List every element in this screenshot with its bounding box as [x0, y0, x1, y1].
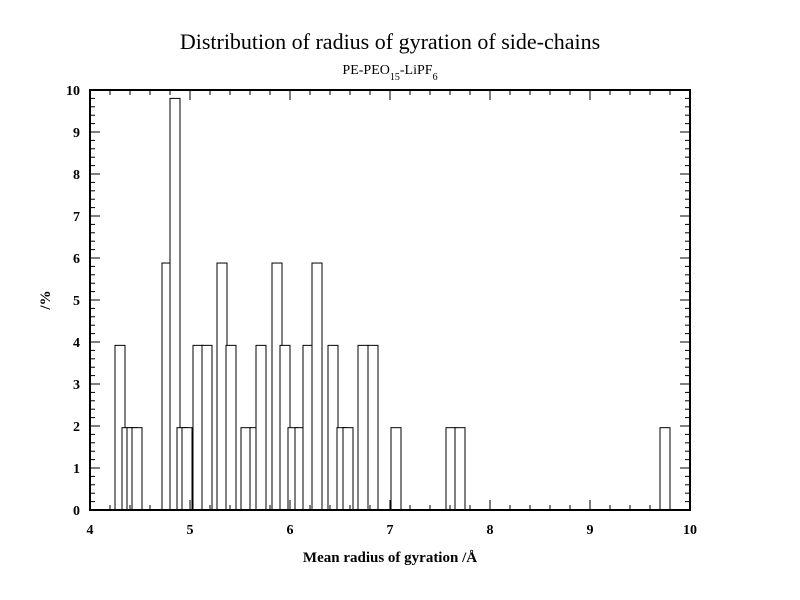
x-tick-label: 5 — [187, 523, 194, 538]
histogram-bar — [181, 427, 193, 511]
histogram-bar — [367, 344, 379, 511]
x-axis-label: Mean radius of gyration /Å — [303, 550, 477, 566]
x-tick-label: 7 — [387, 523, 394, 538]
y-tick-label: 7 — [73, 210, 80, 225]
y-tick-label: 9 — [73, 126, 80, 141]
histogram-bar — [131, 427, 143, 511]
x-tick-label: 6 — [287, 523, 294, 538]
y-tick-label: 6 — [73, 252, 80, 267]
x-tick-label: 9 — [587, 523, 594, 538]
subtitle-part: 6 — [433, 72, 438, 83]
x-tick-label: 10 — [683, 523, 697, 538]
subtitle-part: PE-PEO — [342, 63, 389, 78]
chart-title: Distribution of radius of gyration of si… — [180, 29, 600, 54]
x-tick-label: 4 — [87, 523, 94, 538]
y-tick-label: 4 — [73, 336, 80, 351]
y-tick-label: 3 — [73, 378, 80, 393]
histogram-bar — [201, 344, 213, 511]
histogram-bar — [390, 427, 402, 511]
subtitle-part: -LiPF — [400, 63, 433, 78]
x-tick-label: 8 — [487, 523, 494, 538]
histogram-bar — [225, 344, 237, 511]
histogram-bar — [342, 427, 354, 511]
histogram-bar — [255, 344, 267, 511]
y-tick-label: 10 — [66, 84, 80, 99]
y-tick-label: 2 — [73, 420, 80, 435]
histogram-bar — [659, 427, 671, 511]
subtitle-part: 15 — [390, 72, 400, 83]
plot-frame — [89, 89, 691, 511]
y-tick-label: 5 — [73, 294, 80, 309]
y-tick-label: 0 — [73, 504, 80, 519]
histogram-bars — [114, 97, 671, 511]
axis-tick-labels: 4 5 6 7 8 9 10 0 1 2 3 4 5 6 7 8 9 10 — [66, 84, 697, 538]
chart-subtitle: PE-PEO15-LiPF6 — [342, 63, 437, 83]
y-tick-label: 1 — [73, 462, 80, 477]
y-tick-label: 8 — [73, 168, 80, 183]
y-axis-label: /% — [38, 290, 54, 310]
histogram-bar — [311, 262, 323, 511]
histogram-bar — [357, 344, 369, 511]
histogram-bar — [454, 427, 466, 511]
